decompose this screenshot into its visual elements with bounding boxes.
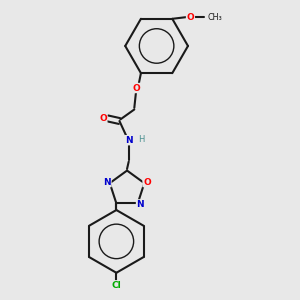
Text: Cl: Cl (112, 281, 121, 290)
Text: H: H (138, 135, 144, 144)
Text: N: N (103, 178, 111, 187)
Text: O: O (143, 178, 151, 187)
Text: CH₃: CH₃ (208, 13, 223, 22)
Text: O: O (187, 13, 194, 22)
Text: N: N (125, 136, 133, 145)
Text: N: N (136, 200, 144, 209)
Text: O: O (132, 83, 140, 92)
Text: O: O (99, 114, 107, 123)
